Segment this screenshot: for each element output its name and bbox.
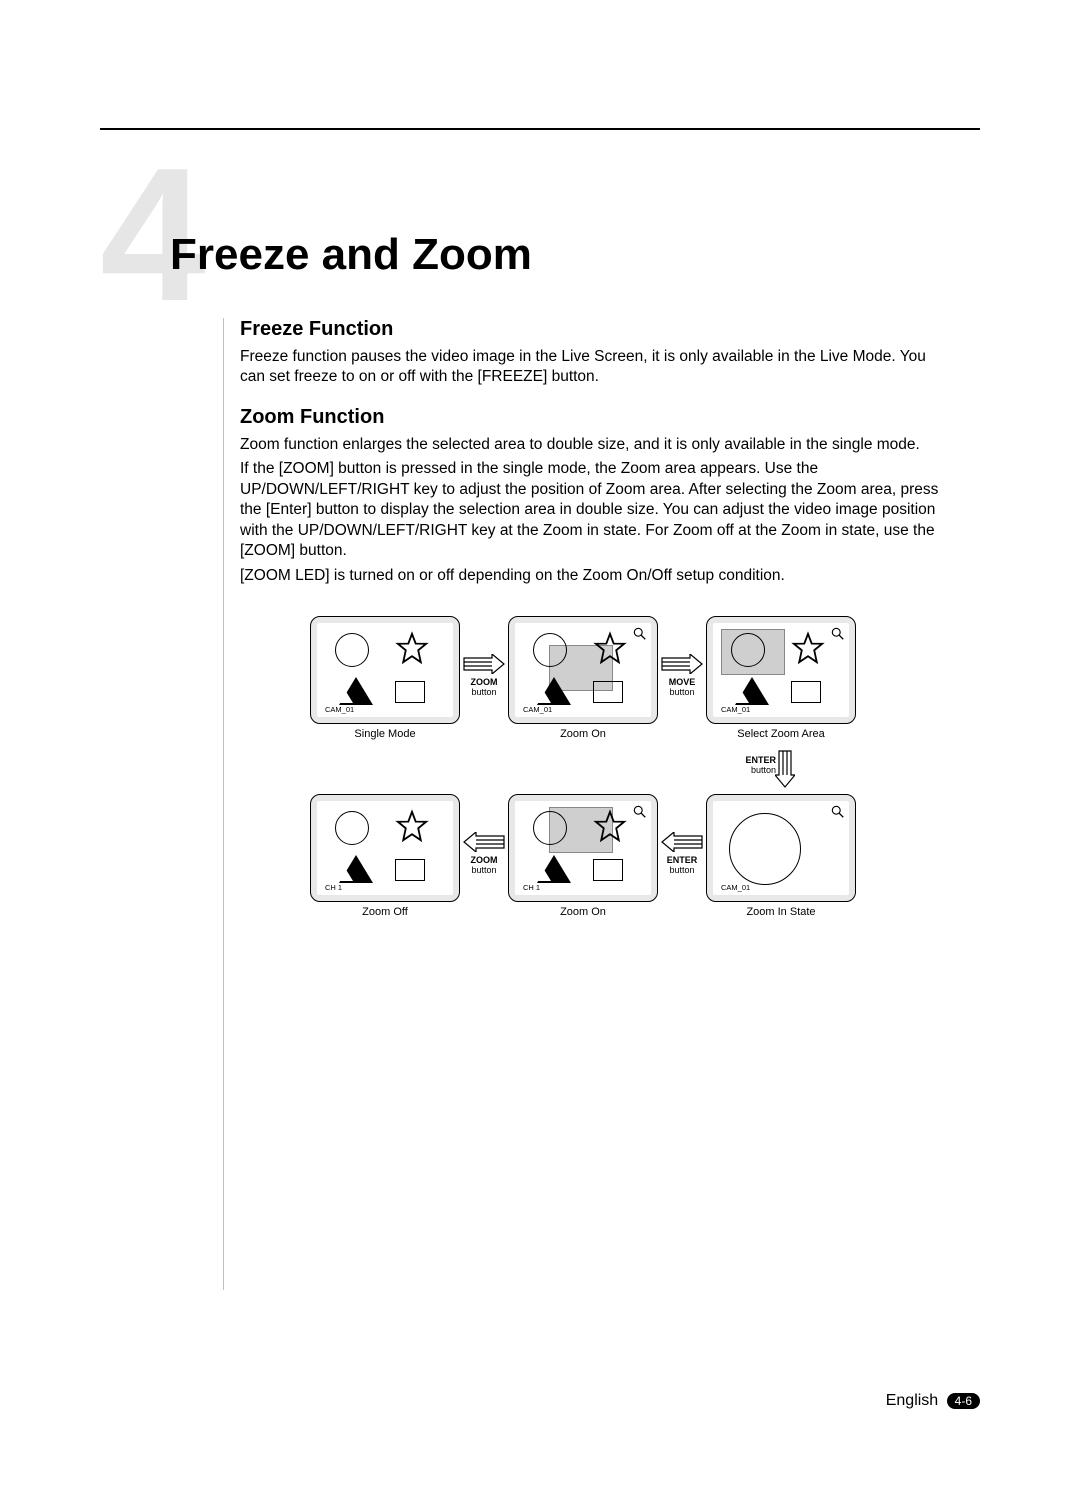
- cam-label: CH 1: [523, 883, 540, 892]
- panel-select-zoom-area: CAM_01: [706, 616, 856, 724]
- zoom-body-1: Zoom function enlarges the selected area…: [240, 435, 950, 455]
- arrow-line1: ENTER: [667, 855, 698, 865]
- arrow-left-icon: [660, 832, 704, 852]
- panel-zoom-on-2: CH 1: [508, 794, 658, 902]
- magnifier-icon: [831, 627, 845, 641]
- cam-label: CH 1: [325, 883, 342, 892]
- panel-inner: CAM_01: [317, 623, 453, 717]
- circle-icon: [335, 633, 369, 667]
- page-number-badge: 4-6: [947, 1393, 980, 1409]
- arrow-right-icon: [462, 654, 506, 674]
- panel-single-mode: CAM_01: [310, 616, 460, 724]
- top-rule: [100, 128, 980, 130]
- caption-select-zoom: Select Zoom Area: [706, 728, 856, 740]
- caption-zoom-on-1: Zoom On: [508, 728, 658, 740]
- panel-zoom-off: CH 1: [310, 794, 460, 902]
- footer-language: English: [886, 1392, 938, 1409]
- cam-label: CAM_01: [523, 705, 552, 714]
- arrow-down-icon: [775, 749, 795, 789]
- cam-label: CAM_01: [325, 705, 354, 714]
- zoom-body-3: [ZOOM LED] is turned on or off depending…: [240, 566, 950, 586]
- arrow-label-zoom-1: ZOOM button: [462, 678, 506, 698]
- caption-zoom-off: Zoom Off: [310, 906, 460, 918]
- panel-inner: CH 1: [515, 801, 651, 895]
- star-icon: [791, 631, 825, 665]
- arrow-line1: ENTER: [745, 755, 776, 765]
- cam-label: CAM_01: [721, 705, 750, 714]
- arrow-label-enter-1: ENTER button: [726, 756, 776, 776]
- circle-icon: [731, 633, 765, 667]
- arrow-label-move: MOVE button: [660, 678, 704, 698]
- side-rule: [223, 318, 224, 1290]
- arrow-line2: button: [471, 865, 496, 875]
- star-icon: [395, 809, 429, 843]
- arrow-line1: ZOOM: [471, 677, 498, 687]
- circle-icon: [533, 633, 567, 667]
- caption-single-mode: Single Mode: [310, 728, 460, 740]
- arrow-label-enter-2: ENTER button: [660, 856, 704, 876]
- panel-zoom-on-1: CAM_01: [508, 616, 658, 724]
- freeze-heading: Freeze Function: [240, 318, 950, 341]
- zoom-body-2: If the [ZOOM] button is pressed in the s…: [240, 459, 950, 561]
- freeze-body: Freeze function pauses the video image i…: [240, 347, 950, 388]
- magnifier-icon: [633, 627, 647, 641]
- star-icon: [593, 809, 627, 843]
- chapter-title: Freeze and Zoom: [170, 230, 532, 280]
- panel-inner: CAM_01: [515, 623, 651, 717]
- panel-inner: CAM_01: [713, 801, 849, 895]
- panel-inner: CH 1: [317, 801, 453, 895]
- arrow-right-icon: [660, 654, 704, 674]
- magnifier-icon: [831, 805, 845, 819]
- panel-inner: CAM_01: [713, 623, 849, 717]
- zoom-flow-diagram: CAM_01 Single Mode ZOOM button: [310, 616, 870, 996]
- star-icon: [593, 631, 627, 665]
- square-icon: [395, 681, 425, 703]
- arrow-left-icon: [462, 832, 506, 852]
- page-footer: English 4-6: [886, 1392, 980, 1410]
- circle-icon: [335, 811, 369, 845]
- arrow-line2: button: [669, 687, 694, 697]
- arrow-label-zoom-2: ZOOM button: [462, 856, 506, 876]
- caption-zoom-on-2: Zoom On: [508, 906, 658, 918]
- arrow-line2: button: [751, 765, 776, 775]
- circle-icon: [729, 813, 801, 885]
- cam-label: CAM_01: [721, 883, 750, 892]
- square-icon: [791, 681, 821, 703]
- arrow-line1: MOVE: [669, 677, 696, 687]
- star-icon: [395, 631, 429, 665]
- arrow-line2: button: [669, 865, 694, 875]
- square-icon: [593, 681, 623, 703]
- zoom-heading: Zoom Function: [240, 406, 950, 429]
- arrow-line1: ZOOM: [471, 855, 498, 865]
- square-icon: [395, 859, 425, 881]
- circle-icon: [533, 811, 567, 845]
- page: 4 Freeze and Zoom Freeze Function Freeze…: [0, 0, 1080, 1490]
- square-icon: [593, 859, 623, 881]
- arrow-line2: button: [471, 687, 496, 697]
- caption-zoom-in-state: Zoom In State: [706, 906, 856, 918]
- magnifier-icon: [633, 805, 647, 819]
- panel-zoom-in-state: CAM_01: [706, 794, 856, 902]
- content: Freeze Function Freeze function pauses t…: [240, 318, 950, 996]
